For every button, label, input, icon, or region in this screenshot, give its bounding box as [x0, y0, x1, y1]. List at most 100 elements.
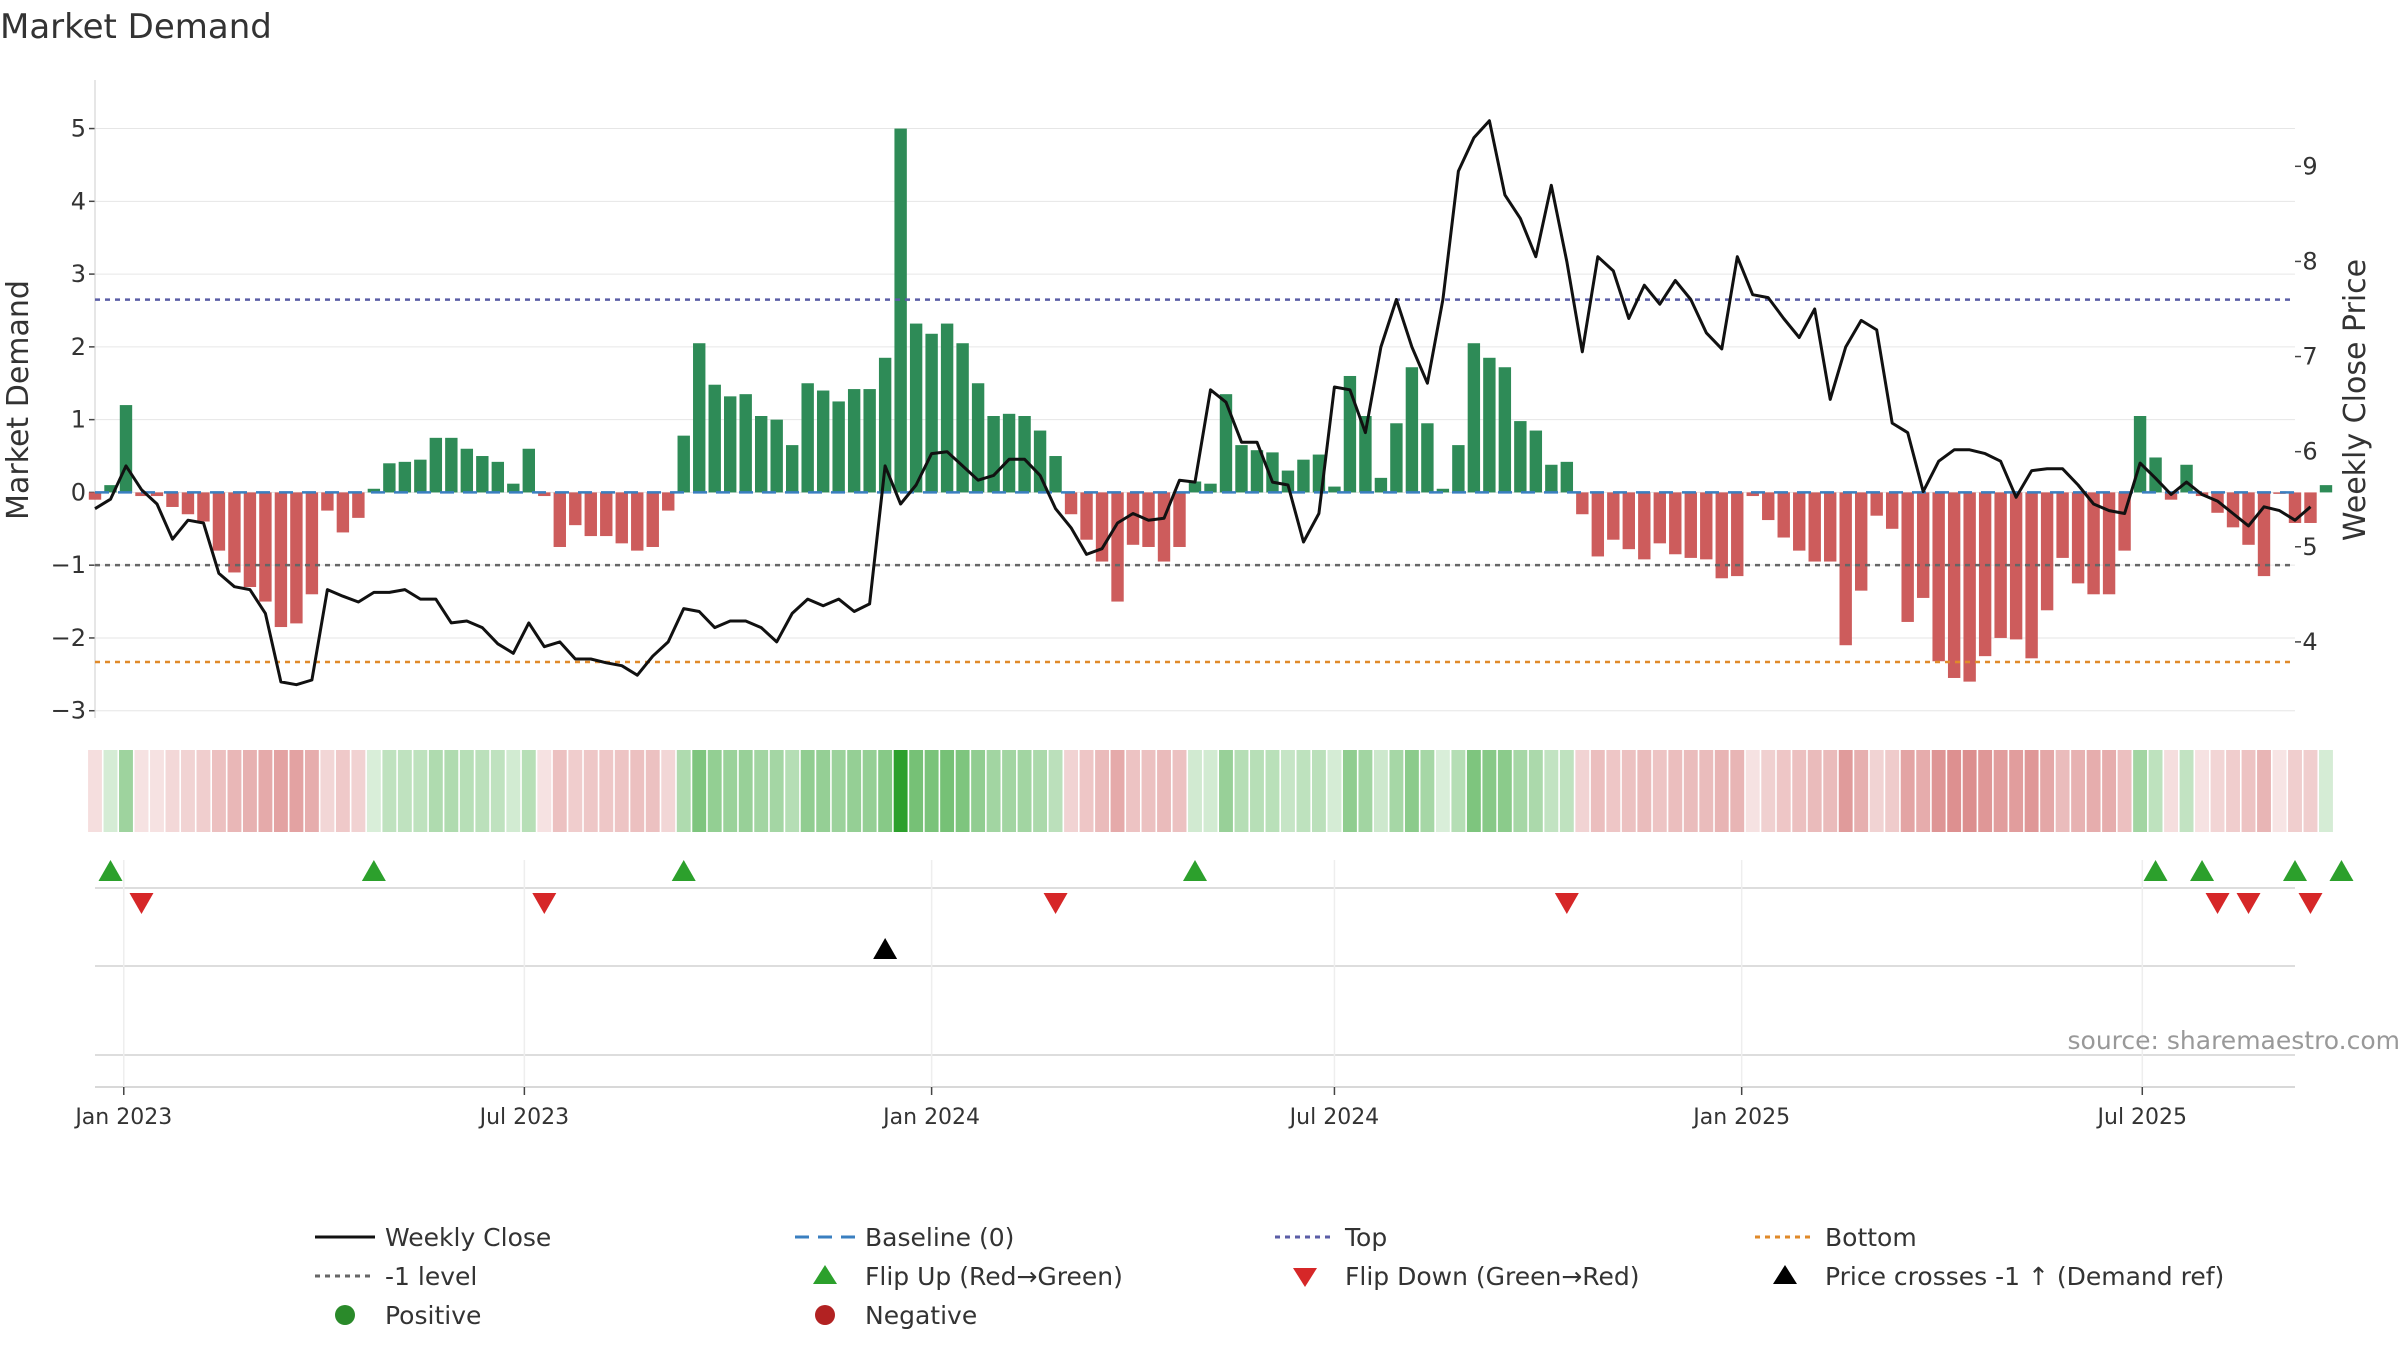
- x-tick-label: Jul 2025: [2096, 1105, 2188, 1130]
- y2-tick-label: 4: [2302, 628, 2317, 656]
- demand-bar: [709, 385, 721, 493]
- heat-strip-cell: [2304, 750, 2318, 832]
- demand-bar: [1545, 465, 1557, 493]
- demand-bar: [1731, 492, 1743, 576]
- demand-bar: [1669, 492, 1681, 554]
- demand-bar: [1204, 484, 1216, 493]
- demand-bar: [941, 324, 953, 493]
- heat-strip-cell: [1761, 750, 1775, 832]
- heat-strip-cell: [1932, 750, 1946, 832]
- heat-strip-cell: [863, 750, 877, 832]
- demand-bar: [228, 492, 240, 572]
- heat-strip-cell: [1142, 750, 1156, 832]
- demand-bar: [445, 438, 457, 493]
- demand-bar: [1375, 478, 1387, 493]
- legend-swatch: [1293, 1268, 1317, 1287]
- demand-bar: [1003, 414, 1015, 493]
- y-tick-label: 2: [71, 333, 86, 361]
- heat-strip-cell: [661, 750, 675, 832]
- heat-strip-cell: [88, 750, 102, 832]
- heat-strip-cell: [1947, 750, 1961, 832]
- heat-strip-cell: [119, 750, 133, 832]
- heat-strip-cell: [1885, 750, 1899, 832]
- demand-bar: [321, 492, 333, 510]
- heat-strip-cell: [1266, 750, 1280, 832]
- flip-up-marker: [98, 860, 122, 881]
- heat-strip-cell: [1467, 750, 1481, 832]
- heat-strip-cell: [166, 750, 180, 832]
- heat-strip-cell: [2118, 750, 2132, 832]
- demand-bar: [337, 492, 349, 532]
- heat-strip-cell: [305, 750, 319, 832]
- heat-strip-cell: [181, 750, 195, 832]
- y-tick-label: 0: [71, 478, 86, 506]
- heat-strip-cell: [878, 750, 892, 832]
- demand-bar: [1901, 492, 1913, 622]
- heat-strip-cell: [1312, 750, 1326, 832]
- demand-bar: [894, 129, 906, 493]
- demand-bar: [1220, 394, 1232, 492]
- heat-strip-cell: [2025, 750, 2039, 832]
- flip-down-marker: [2206, 893, 2230, 914]
- heat-strip-cell: [1436, 750, 1450, 832]
- legend-label: Flip Up (Red→Green): [865, 1262, 1123, 1291]
- demand-bar: [647, 492, 659, 547]
- heat-strip-cell: [1188, 750, 1202, 832]
- heat-strip-cell: [553, 750, 567, 832]
- heat-strip-cell: [1839, 750, 1853, 832]
- heat-strip-cell: [894, 750, 908, 832]
- demand-bar: [817, 391, 829, 493]
- heat-strip-cell: [1777, 750, 1791, 832]
- heat-strip-cell: [382, 750, 396, 832]
- heat-strip-cell: [1591, 750, 1605, 832]
- heat-strip-cell: [320, 750, 334, 832]
- legend-label: Weekly Close: [385, 1223, 551, 1252]
- demand-bar: [678, 436, 690, 493]
- heat-strip-cell: [1575, 750, 1589, 832]
- demand-bar: [1468, 343, 1480, 492]
- demand-bar: [1592, 492, 1604, 556]
- heat-strip-cell: [1173, 750, 1187, 832]
- demand-bar: [987, 416, 999, 492]
- demand-bar: [863, 389, 875, 492]
- heat-strip-cell: [1080, 750, 1094, 832]
- heat-strip-cell: [816, 750, 830, 832]
- demand-bar: [197, 492, 209, 521]
- demand-bar: [492, 462, 504, 493]
- demand-bar: [1685, 492, 1697, 557]
- heat-strip-cell: [243, 750, 257, 832]
- demand-bar: [1886, 492, 1898, 528]
- source-label: source: sharemaestro.com: [2068, 1026, 2400, 1055]
- y2-tick-label: 7: [2302, 343, 2317, 371]
- weekly-close-line: [95, 121, 2311, 685]
- legend-item: Top: [1275, 1223, 1387, 1252]
- flip-up-marker: [1183, 860, 1207, 881]
- demand-bar: [801, 383, 813, 492]
- heat-strip-cell: [336, 750, 350, 832]
- heat-strip-cell: [1002, 750, 1016, 832]
- heat-strip-cell: [1389, 750, 1403, 832]
- heat-strip-cell: [522, 750, 536, 832]
- demand-bar: [631, 492, 643, 550]
- demand-bar: [786, 445, 798, 492]
- heat-strip-cell: [1297, 750, 1311, 832]
- heat-strip-cell: [785, 750, 799, 832]
- heat-strip-cell: [1498, 750, 1512, 832]
- legend-label: Positive: [385, 1301, 481, 1330]
- demand-bar: [383, 463, 395, 492]
- heat-strip-cell: [754, 750, 768, 832]
- demand-bar: [600, 492, 612, 536]
- heat-strip-cell: [351, 750, 365, 832]
- heat-strip-cell: [2211, 750, 2225, 832]
- y-tick-label: 4: [71, 187, 86, 215]
- legend-label: Negative: [865, 1301, 977, 1330]
- legend-item: Baseline (0): [795, 1223, 1014, 1252]
- heat-strip-cell: [1916, 750, 1930, 832]
- heat-strip-cell: [770, 750, 784, 832]
- flip-down-marker: [129, 893, 153, 914]
- demand-bar: [1623, 492, 1635, 549]
- heat-strip-cell: [2056, 750, 2070, 832]
- y-tick-label: 3: [71, 260, 86, 288]
- demand-bar: [1948, 492, 1960, 678]
